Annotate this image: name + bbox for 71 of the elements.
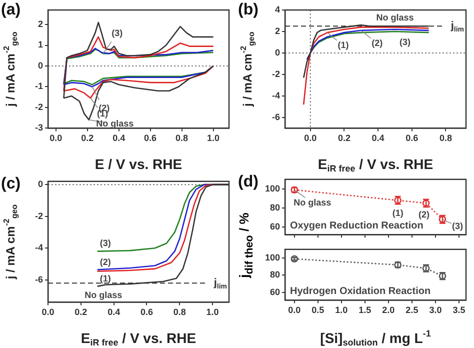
x-tick-label: 0.0 (42, 307, 54, 318)
chart-title: (d) (238, 173, 258, 190)
annotation: (2) (418, 210, 430, 220)
y-tick-label: 0 (274, 47, 280, 58)
x-tick-label: 3.0 (429, 305, 442, 316)
x-tick-label: 0.4 (112, 133, 126, 144)
x-tick-label: 0.5 (312, 305, 324, 316)
annotation: (3) (100, 238, 111, 248)
annotation: Hydrogen Oxidation Reaction (290, 286, 431, 297)
y-tick-label: 1 (38, 40, 43, 50)
x-tick-label: 0.2 (338, 133, 350, 144)
y-tick-label: -2 (34, 102, 43, 112)
x-tick-label: 1.0 (335, 305, 348, 316)
x-tick-label: 2.0 (382, 305, 395, 316)
x-tick-label: 0.8 (439, 133, 452, 144)
annotation: (1) (392, 208, 404, 218)
annotation: No glass (96, 118, 134, 128)
y-tick-label: 60 (270, 221, 280, 232)
annotation: Oxygen Reduction Reaction (290, 220, 424, 232)
x-tick-label: 0.0 (304, 133, 317, 144)
annotation: (3) (112, 28, 123, 38)
y-tick-label: 60 (270, 286, 280, 297)
x-axis-title: E / V vs. RHE (94, 156, 182, 172)
y-tick-label: -2 (272, 68, 280, 79)
chart-title: (c) (1, 175, 21, 192)
x-tick-label: 1.0 (207, 133, 220, 144)
annotation: No glass (376, 12, 414, 23)
y-axis-title: j / mA cm-2geo (2, 204, 19, 280)
annotation: (1) (338, 40, 349, 50)
y-axis-title: j / mA cm-2geo (239, 32, 256, 108)
annotation: (3) (452, 220, 463, 231)
y-tick-label: 2 (38, 19, 43, 29)
y-tick-label: 0 (38, 179, 43, 190)
y-axis-title: j / mA cm-2geo (2, 32, 19, 108)
annotation: No glass (84, 290, 122, 300)
x-tick-label: 0.6 (144, 133, 157, 144)
chart-title: (a) (1, 1, 21, 18)
y-tick-label: 100 (264, 252, 280, 262)
x-tick-label: 0.6 (406, 133, 418, 144)
y-tick-label: -4 (272, 90, 280, 100)
annotation: (1) (100, 274, 111, 284)
chart-title: (b) (238, 1, 258, 18)
y-tick-label: 80 (270, 202, 280, 212)
y-tick-label: -6 (272, 112, 280, 122)
annotation: No glass (294, 197, 332, 208)
x-tick-label: 0.0 (50, 133, 62, 144)
x-tick-label: 1.0 (206, 307, 219, 318)
x-tick-label: 0.0 (288, 305, 301, 316)
annotation: (2) (372, 38, 383, 48)
y-tick-label: -2 (34, 210, 43, 221)
x-tick-label: 0.8 (176, 133, 188, 144)
x-tick-label: 0.6 (140, 307, 153, 318)
y-tick-label: 100 (264, 183, 280, 194)
y-tick-label: -3 (34, 122, 43, 133)
x-tick-label: 0.4 (372, 133, 384, 144)
y-tick-label: -1 (34, 81, 43, 92)
annotation: (3) (399, 36, 410, 47)
x-tick-label: 1.5 (358, 305, 372, 316)
x-tick-label: 2.5 (406, 305, 418, 316)
x-tick-label: 0.4 (108, 307, 120, 318)
y-tick-label: -4 (34, 242, 43, 253)
x-tick-label: 0.8 (173, 307, 186, 318)
y-tick-label: 0 (38, 60, 43, 70)
y-tick-label: -6 (34, 274, 43, 284)
y-tick-label: 80 (270, 270, 280, 280)
x-tick-label: 0.2 (74, 307, 88, 318)
y-tick-label: 2 (274, 26, 280, 36)
annotation: (2) (100, 257, 111, 268)
x-tick-label: 3.5 (452, 305, 466, 316)
y-tick-label: 4 (274, 4, 280, 14)
x-tick-label: 0.2 (81, 133, 94, 144)
